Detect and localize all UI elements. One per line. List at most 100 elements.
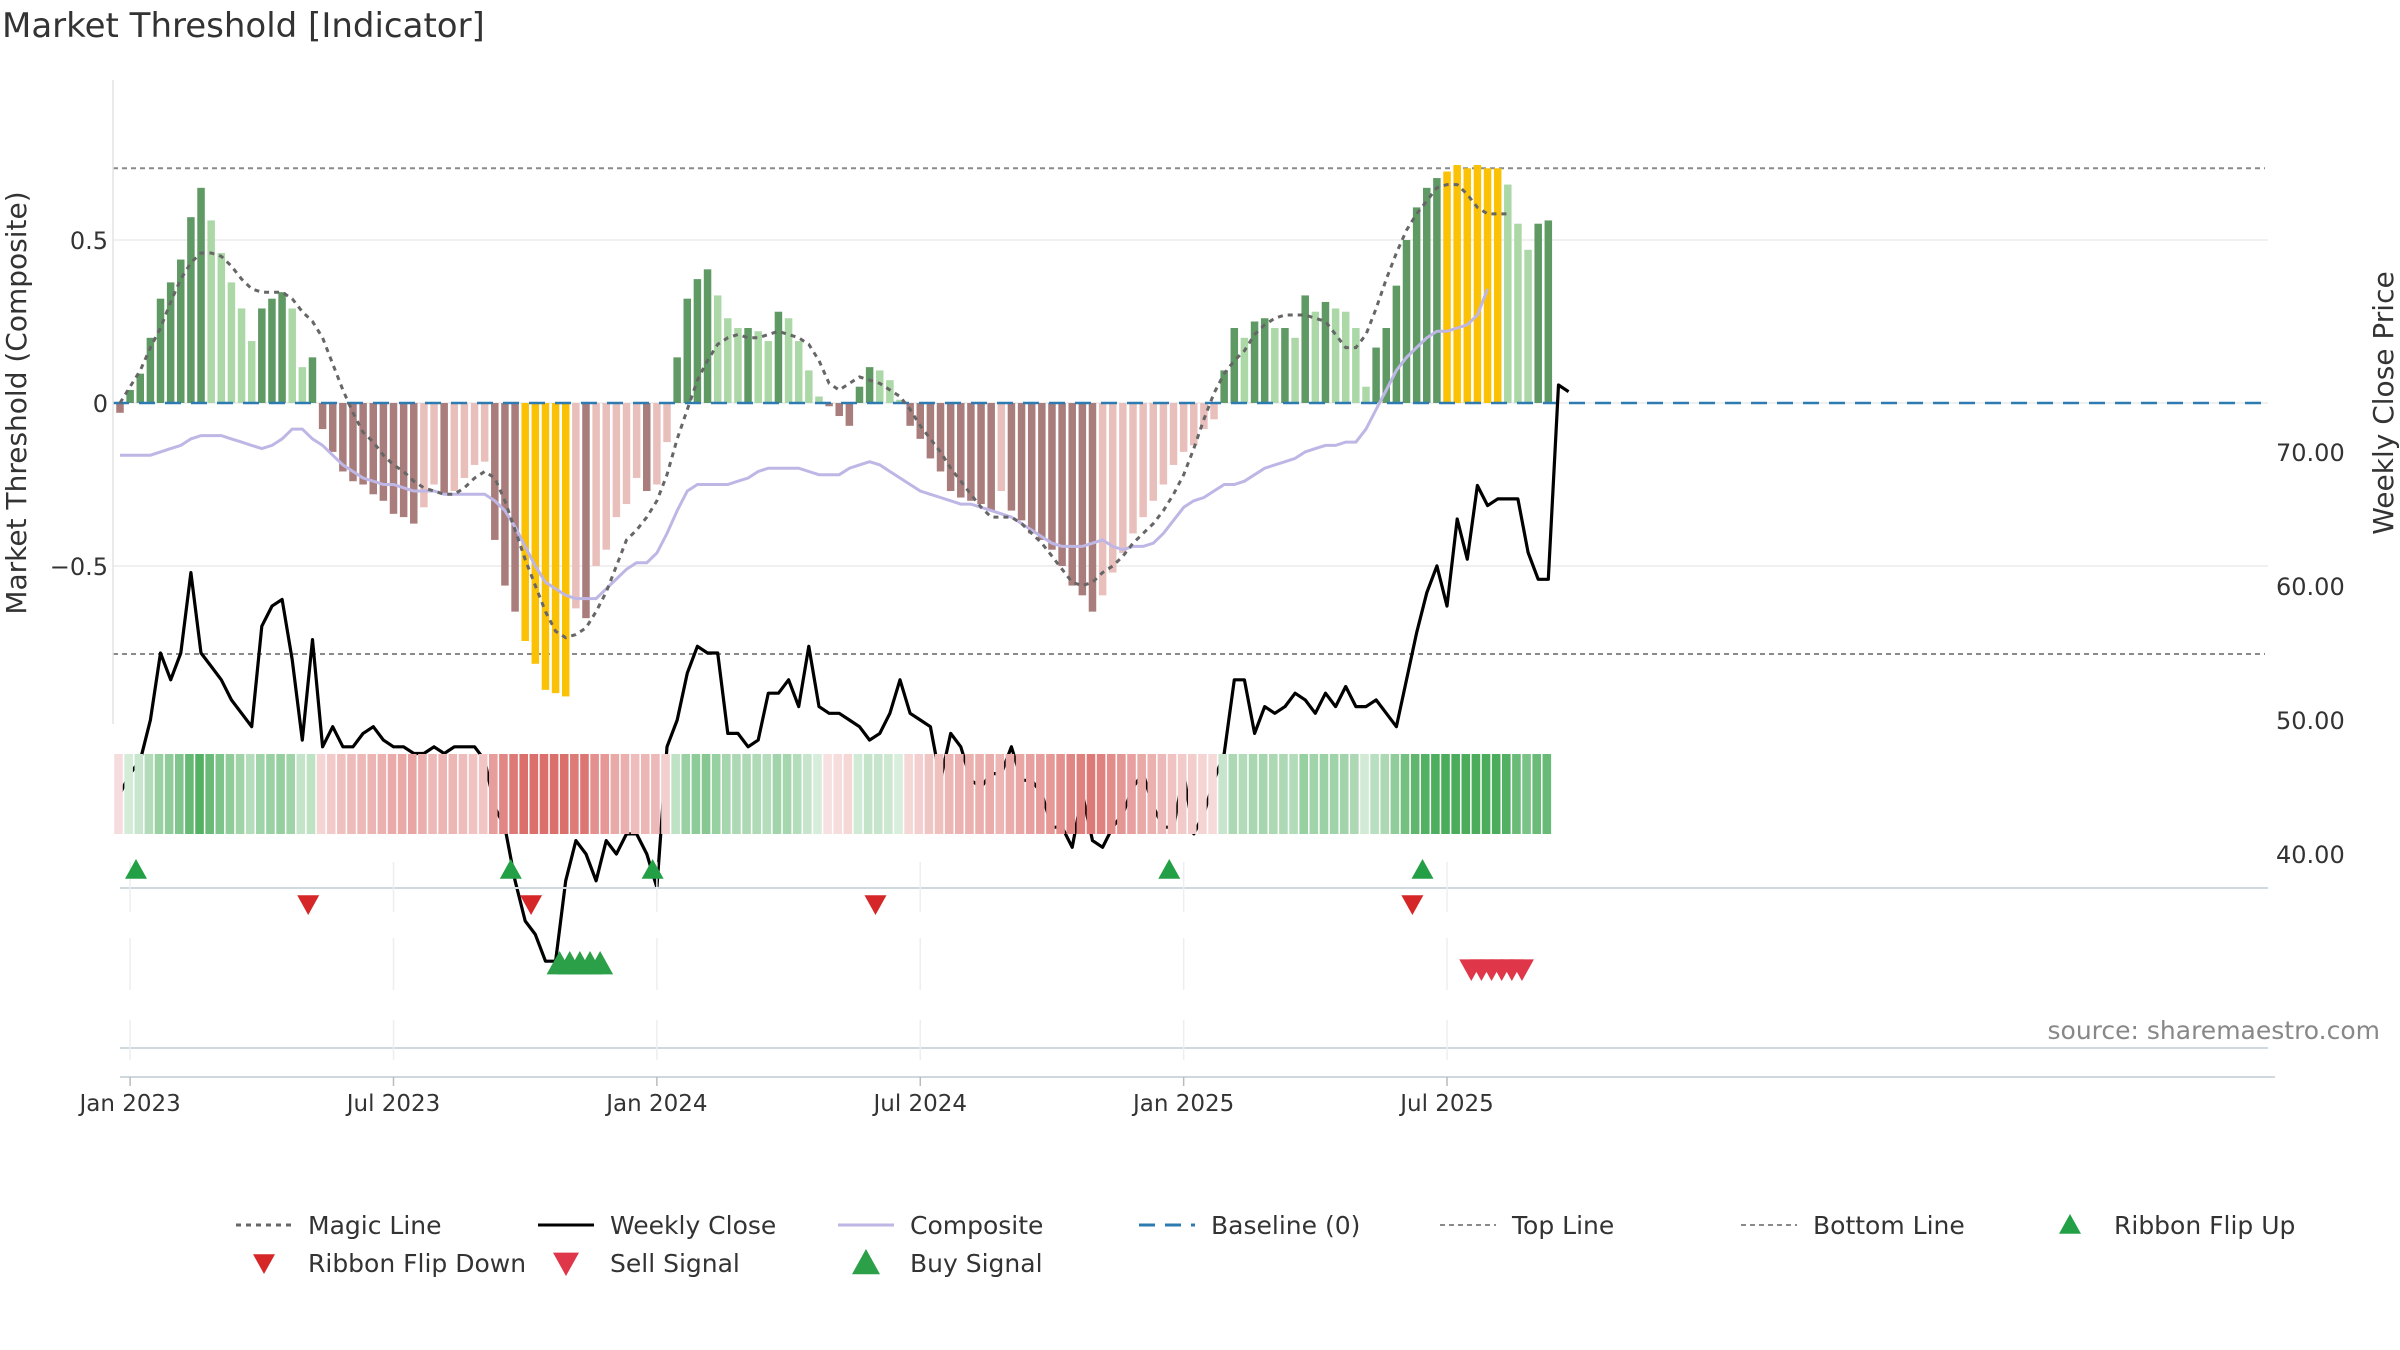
composite-bar xyxy=(1291,337,1299,403)
ribbon-cell xyxy=(1400,754,1410,834)
magic-line xyxy=(118,183,1508,640)
ribbon-cell xyxy=(326,754,336,834)
ribbon-cell xyxy=(823,754,832,834)
composite-bar xyxy=(1493,168,1502,403)
composite-bar xyxy=(987,403,995,511)
composite-bar xyxy=(1169,403,1178,465)
composite-bar xyxy=(1382,328,1390,403)
composite-bar xyxy=(1250,321,1259,403)
composite-bar xyxy=(288,308,296,403)
ribbon-cell xyxy=(1198,754,1207,834)
composite-bar xyxy=(1473,165,1482,403)
composite-bar xyxy=(1311,311,1320,403)
x-tick-label: Jan 2023 xyxy=(77,1091,180,1117)
ribbon-cell xyxy=(1025,754,1035,834)
x-tick-label: Jul 2025 xyxy=(1398,1091,1494,1117)
ribbon-cell xyxy=(1187,754,1197,834)
composite-bar xyxy=(511,403,519,612)
composite-bar xyxy=(1119,403,1127,553)
legend-label: Top Line xyxy=(1511,1211,1614,1240)
ribbon-cell xyxy=(1502,754,1511,834)
legend-label: Magic Line xyxy=(308,1211,442,1240)
composite-bar xyxy=(602,403,610,550)
composite-bar xyxy=(146,337,155,403)
weekly-close-line xyxy=(118,383,1570,963)
composite-bar xyxy=(663,403,671,443)
composite-bar xyxy=(410,403,418,524)
ribbon-cell xyxy=(620,754,630,834)
ribbon-cell xyxy=(1420,754,1430,834)
ribbon-cell xyxy=(803,754,812,834)
composite-bar xyxy=(278,292,286,403)
ribbon-flip-up-marker xyxy=(1158,859,1181,879)
ribbon-cell xyxy=(337,754,346,834)
legend-label: Buy Signal xyxy=(910,1249,1043,1278)
ribbon-flip-up-marker xyxy=(499,859,522,879)
composite-bar xyxy=(1260,318,1269,403)
composite-bar xyxy=(551,403,560,694)
ribbon-cell xyxy=(509,754,518,834)
legend-label: Composite xyxy=(910,1211,1043,1240)
ribbon-cell xyxy=(1269,754,1278,834)
ribbon-cell xyxy=(792,754,802,834)
composite-bar xyxy=(1088,403,1097,612)
ribbon-cell xyxy=(1066,754,1076,834)
composite-bar xyxy=(754,331,762,403)
ribbon-cell xyxy=(1319,754,1329,834)
composite-bar xyxy=(845,403,854,426)
ribbon-cell xyxy=(1360,754,1369,834)
ribbon-cell xyxy=(1350,754,1359,834)
ribbon-cell xyxy=(1157,754,1167,834)
ribbon-cell xyxy=(1532,754,1541,834)
ribbon-cell xyxy=(904,754,913,834)
composite-bar xyxy=(764,341,773,403)
ribbon-cell xyxy=(752,754,761,834)
composite-bar xyxy=(328,403,337,452)
ribbon-cell xyxy=(559,754,569,834)
composite-bar xyxy=(1463,168,1472,403)
ribbon-cell xyxy=(782,754,792,834)
ribbon-cell xyxy=(1390,754,1400,834)
composite-bar xyxy=(1341,311,1350,403)
composite-bar xyxy=(126,389,134,403)
composite-bar xyxy=(612,403,621,518)
legend: Magic Line Weekly Close Composite Baseline … xyxy=(236,1211,2295,1278)
ribbon-cell xyxy=(134,754,144,834)
composite-bar xyxy=(197,187,205,403)
ribbon-flip-up-marker xyxy=(641,859,664,879)
composite-bar xyxy=(1321,301,1330,403)
composite-bar xyxy=(308,357,317,403)
buy-signal-marker xyxy=(587,951,614,975)
composite-bar xyxy=(369,403,377,495)
ribbon-cell xyxy=(144,754,154,834)
ribbon-cell xyxy=(387,754,397,834)
ribbon-cell xyxy=(276,754,285,834)
ribbon-cell xyxy=(1228,754,1238,834)
right-axis-ticks: 70.00 60.00 50.00 40.00 xyxy=(2276,439,2345,869)
ribbon-cell xyxy=(610,754,620,834)
ribbon-cell xyxy=(965,754,974,834)
ribbon-cell xyxy=(1279,754,1288,834)
ribbon-cell xyxy=(1076,754,1086,834)
composite-bar xyxy=(734,328,742,403)
composite-bar xyxy=(531,403,540,664)
legend-swatch-sell-signal xyxy=(553,1252,579,1276)
ribbon-flip-down-marker xyxy=(1401,895,1424,915)
ribbon-cell xyxy=(377,754,387,834)
ribbon-cell xyxy=(195,754,204,834)
composite-bar xyxy=(399,403,408,518)
ribbon-cell xyxy=(1036,754,1045,834)
composite-bar xyxy=(1281,328,1289,403)
legend-label: Sell Signal xyxy=(610,1249,740,1278)
composite-bar xyxy=(1098,403,1107,596)
ribbon-cell xyxy=(873,754,883,834)
composite-bar xyxy=(177,259,185,403)
composite-bar xyxy=(207,220,215,403)
composite-bar xyxy=(116,403,124,413)
composite-bar xyxy=(865,367,874,403)
ribbon-cell xyxy=(357,754,366,834)
composite-bar xyxy=(156,298,165,403)
ribbon-cell xyxy=(1015,754,1025,834)
composite-bars xyxy=(116,165,1553,697)
composite-bar xyxy=(1534,223,1542,403)
